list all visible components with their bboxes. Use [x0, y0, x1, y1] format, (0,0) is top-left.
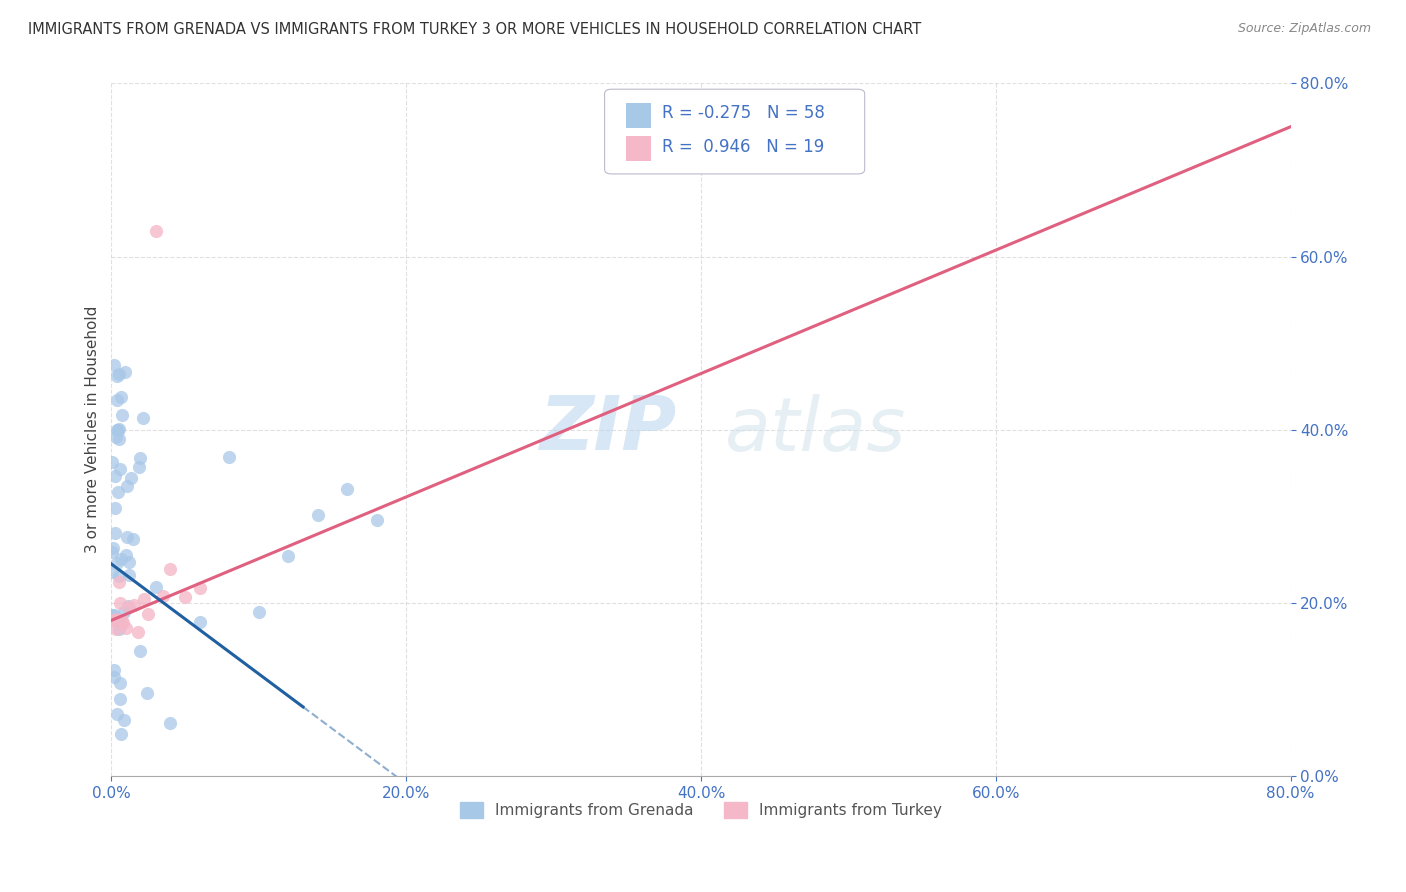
Point [103, 670, 125, 684]
Point [159, 716, 181, 731]
Point [104, 469, 127, 483]
Point [101, 541, 124, 555]
Point [117, 599, 139, 613]
Point [247, 606, 270, 620]
Point [122, 598, 145, 612]
Point [127, 624, 149, 639]
Point [101, 607, 124, 622]
Point [118, 555, 141, 569]
Point [101, 545, 124, 559]
Point [277, 549, 299, 563]
Point [108, 569, 131, 583]
Point [366, 513, 388, 527]
Point [104, 430, 127, 444]
Point [188, 615, 211, 629]
Point [128, 460, 150, 475]
Text: Source: ZipAtlas.com: Source: ZipAtlas.com [1237, 22, 1371, 36]
Point [105, 393, 128, 408]
Point [107, 367, 129, 381]
Point [108, 462, 131, 476]
Point [128, 450, 150, 465]
Point [174, 590, 197, 604]
Point [111, 408, 134, 422]
Point [108, 692, 131, 706]
Point [107, 622, 129, 636]
Point [114, 606, 136, 620]
Text: IMMIGRANTS FROM GRENADA VS IMMIGRANTS FROM TURKEY 3 OR MORE VEHICLES IN HOUSEHOL: IMMIGRANTS FROM GRENADA VS IMMIGRANTS FR… [28, 22, 921, 37]
Point [103, 359, 125, 373]
Point [105, 556, 128, 570]
Point [110, 551, 132, 566]
Point [112, 615, 135, 630]
Point [105, 706, 128, 721]
Point [145, 580, 167, 594]
Point [132, 592, 155, 607]
Point [115, 549, 138, 563]
Y-axis label: 3 or more Vehicles in Household: 3 or more Vehicles in Household [86, 306, 100, 554]
Point [112, 714, 135, 728]
Point [136, 607, 159, 621]
Point [128, 644, 150, 658]
Point [101, 565, 124, 579]
Point [110, 596, 132, 610]
Point [188, 581, 211, 595]
Point [105, 423, 128, 437]
Point [114, 365, 136, 379]
Point [110, 727, 132, 741]
Point [103, 663, 125, 677]
Point [110, 390, 132, 404]
Text: atlas: atlas [724, 393, 905, 466]
Point [101, 455, 124, 469]
Point [108, 432, 131, 446]
Point [118, 568, 141, 582]
Point [135, 685, 157, 699]
Point [159, 562, 181, 576]
Point [307, 508, 329, 523]
Point [107, 485, 129, 500]
Point [105, 612, 128, 626]
Point [104, 500, 127, 515]
Point [105, 368, 128, 383]
Point [336, 482, 359, 496]
Text: ZIP: ZIP [540, 393, 678, 467]
Point [115, 530, 138, 544]
Point [103, 608, 125, 623]
Point [117, 479, 139, 493]
Point [218, 450, 240, 464]
Point [115, 621, 138, 635]
Point [101, 613, 124, 627]
Point [108, 613, 131, 627]
Point [108, 675, 131, 690]
Point [107, 574, 129, 589]
Text: R = -0.275   N = 58: R = -0.275 N = 58 [662, 104, 825, 122]
Point [132, 411, 155, 425]
Point [120, 470, 142, 484]
Point [104, 622, 127, 636]
Point [107, 422, 129, 436]
Point [152, 589, 174, 603]
Point [107, 424, 129, 438]
Legend: Immigrants from Grenada, Immigrants from Turkey: Immigrants from Grenada, Immigrants from… [454, 796, 948, 824]
Point [118, 600, 141, 615]
Text: R =  0.946   N = 19: R = 0.946 N = 19 [662, 138, 824, 156]
Point [122, 533, 145, 547]
Point [145, 224, 167, 238]
Point [103, 613, 125, 627]
Point [104, 526, 127, 541]
Point [111, 615, 134, 629]
